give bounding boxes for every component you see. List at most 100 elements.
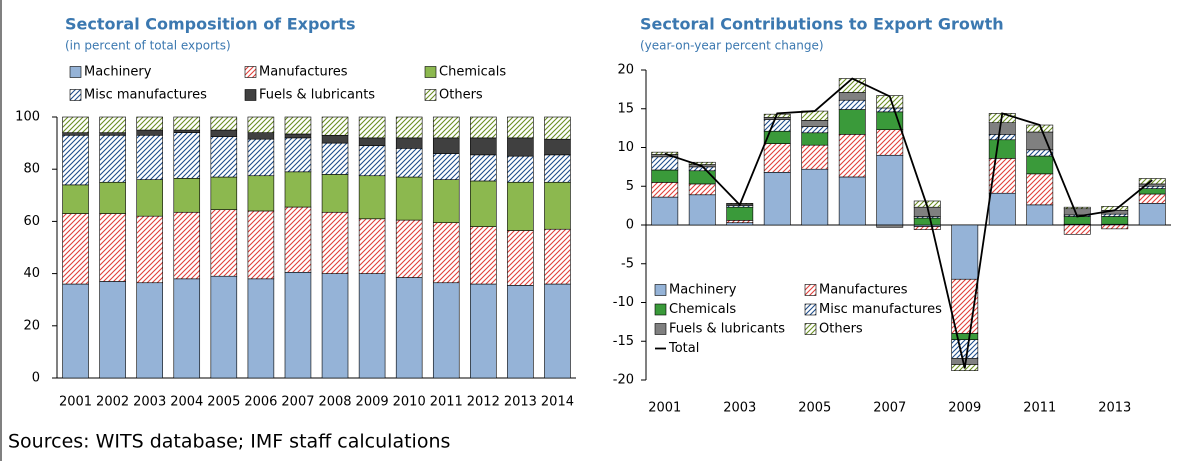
legend-label: Others — [439, 88, 483, 103]
bar-segment — [136, 215, 163, 284]
bar-segment — [1101, 216, 1129, 225]
y-tick-label: -15 — [613, 334, 634, 349]
bar-segment — [763, 143, 791, 173]
x-tick-label: 2007 — [281, 395, 314, 410]
chart-subtitle: (year-on-year percent change) — [640, 39, 824, 53]
bar-segment — [284, 271, 312, 379]
bar-segment — [395, 116, 423, 139]
bar-segment — [395, 219, 423, 278]
legend-swatch — [804, 323, 817, 335]
bar-segment — [99, 134, 126, 183]
bar-segment — [507, 116, 534, 139]
y-tick-label: 10 — [617, 140, 634, 155]
bar-segment — [688, 183, 716, 196]
bar-segment — [1063, 224, 1091, 235]
x-tick-label: 2001 — [648, 401, 681, 416]
y-tick-label: 15 — [617, 101, 634, 116]
bar-segment — [470, 154, 497, 182]
bar-segment — [688, 194, 716, 226]
bar-segment — [247, 132, 275, 140]
legend-label: Manufactures — [819, 283, 908, 298]
x-tick-label: 2003 — [133, 395, 166, 410]
bar-segment — [173, 129, 201, 133]
bar-segment — [210, 136, 238, 178]
bar-segment — [838, 109, 866, 135]
chart-title: Sectoral Contributions to Export Growth — [640, 15, 1004, 34]
y-tick-label: -20 — [613, 373, 634, 388]
x-tick-label: 2002 — [96, 395, 129, 410]
x-tick-label: 2013 — [504, 395, 537, 410]
x-tick-label: 2009 — [948, 401, 981, 416]
legend-label: Misc manufactures — [819, 302, 942, 317]
legend-swatch — [654, 323, 667, 335]
bar-segment — [62, 116, 89, 133]
bar-segment — [726, 206, 754, 221]
bar-segment — [358, 116, 386, 139]
y-tick-label: 20 — [23, 318, 40, 333]
legend-swatch — [804, 284, 817, 296]
bar-segment — [284, 133, 312, 139]
bar-segment — [544, 181, 571, 230]
y-tick-label: 0 — [32, 371, 40, 386]
bar-segment — [284, 206, 312, 273]
legend-swatch — [69, 89, 82, 101]
bar-segment — [1026, 149, 1054, 157]
bar-segment — [1026, 173, 1054, 206]
bar-segment — [1063, 208, 1091, 216]
bar-segment — [726, 220, 754, 223]
bar-segment — [763, 119, 791, 132]
bar-segment — [507, 181, 534, 231]
x-tick-label: 2008 — [318, 395, 351, 410]
bar-segment — [913, 217, 941, 226]
x-tick-label: 2013 — [1098, 401, 1131, 416]
bar-segment — [210, 116, 238, 131]
bar-segment — [99, 132, 126, 136]
y-tick-label: 0 — [626, 218, 634, 233]
x-tick-label: 2009 — [356, 395, 389, 410]
bar-segment — [544, 138, 571, 156]
bar-segment — [284, 116, 312, 135]
bar-segment — [838, 92, 866, 101]
bar-segment — [321, 116, 349, 136]
bar-segment — [173, 211, 201, 280]
y-tick-label: 5 — [626, 179, 634, 194]
bar-segment — [136, 134, 163, 180]
bar-segment — [651, 169, 679, 183]
bar-segment — [321, 174, 349, 213]
y-tick-label: 40 — [23, 266, 40, 281]
legend-label: Total — [668, 341, 699, 356]
legend-label: Manufactures — [259, 65, 348, 80]
bar-segment — [913, 226, 941, 230]
x-tick-label: 2011 — [1023, 401, 1056, 416]
bar-segment — [321, 134, 349, 144]
bar-segment — [432, 179, 460, 224]
x-tick-label: 2004 — [170, 395, 203, 410]
bar-segment — [1026, 204, 1054, 226]
bar-segment — [876, 129, 904, 156]
bar-segment — [763, 172, 791, 226]
bar-segment — [651, 156, 679, 171]
bar-segment — [358, 273, 386, 379]
bar-segment — [99, 281, 126, 379]
x-tick-label: 2005 — [798, 401, 831, 416]
bar-segment — [1101, 224, 1129, 230]
bar-segment — [951, 224, 979, 280]
bar-segment — [1138, 183, 1166, 187]
chart-title: Sectoral Composition of Exports — [65, 15, 355, 34]
x-tick-label: 2006 — [244, 395, 277, 410]
bar-segment — [544, 154, 571, 183]
bar-segment — [838, 176, 866, 226]
bar-segment — [321, 273, 349, 379]
bar-segment — [247, 175, 275, 212]
bar-segment — [99, 116, 126, 133]
bar-segment — [358, 175, 386, 220]
bar-segment — [688, 170, 716, 185]
bar-segment — [651, 182, 679, 198]
bar-segment — [173, 278, 201, 379]
bar-segment — [507, 230, 534, 286]
bar-segment — [688, 166, 716, 172]
bar-segment — [432, 282, 460, 379]
bar-segment — [1063, 206, 1091, 210]
bar-segment — [321, 142, 349, 175]
bar-segment — [801, 126, 829, 134]
